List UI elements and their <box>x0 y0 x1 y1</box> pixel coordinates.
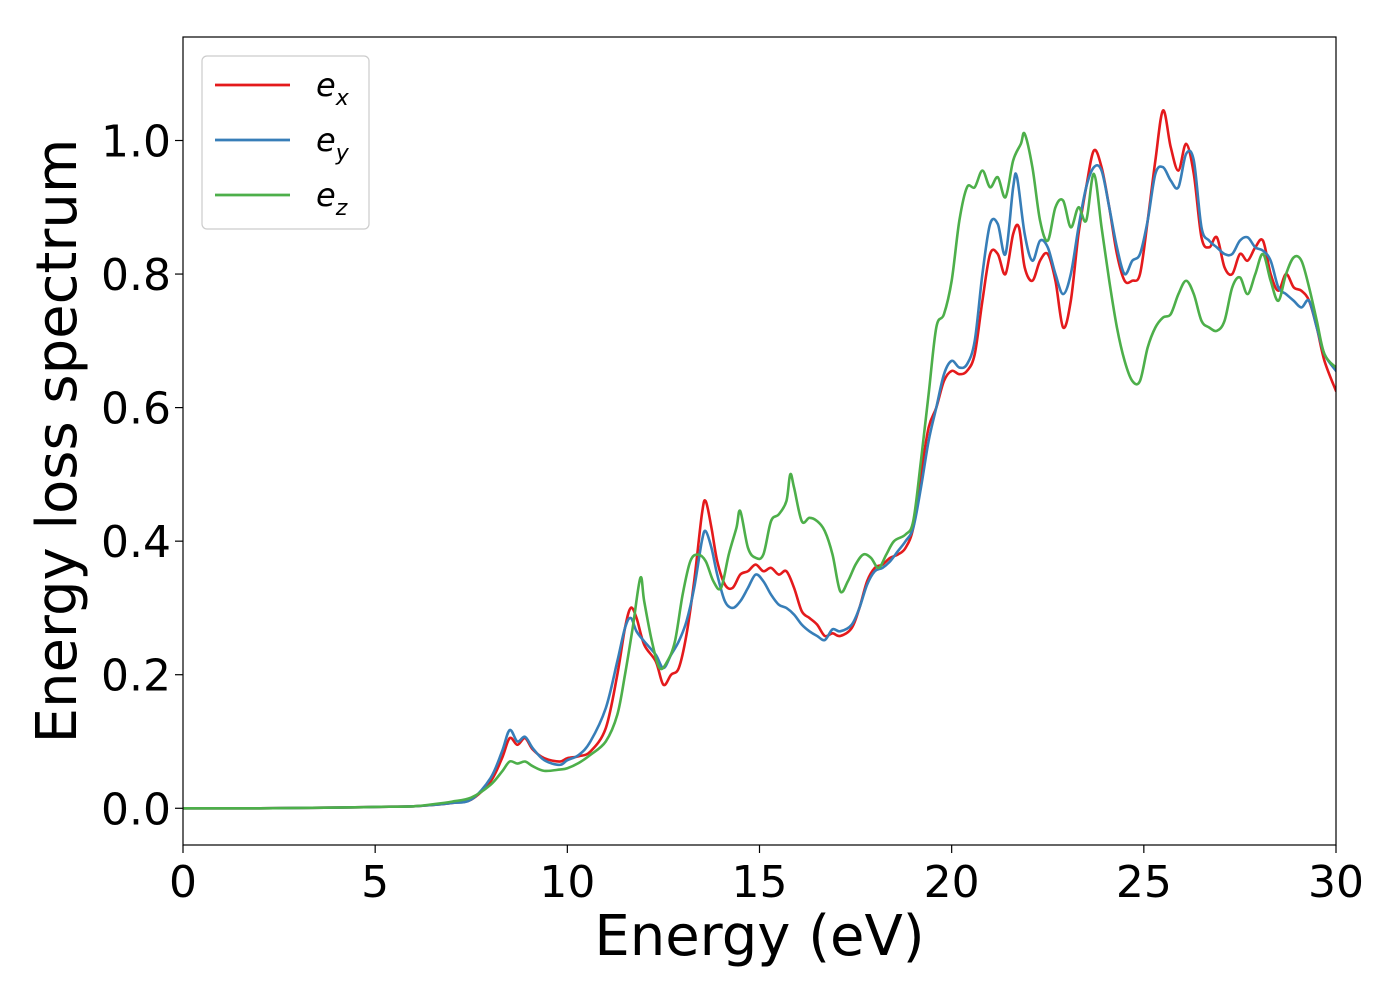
x-axis-label: Energy (eV) <box>594 904 924 969</box>
y-axis: 0.0 0.2 0.4 0.6 0.8 1.0 <box>101 117 183 835</box>
x-axis: 0 5 10 15 20 25 30 <box>169 845 1364 908</box>
y-tick-label: 0.4 <box>101 517 171 568</box>
series-line-e-z <box>183 131 1336 810</box>
series-line-e-x <box>183 109 1336 810</box>
series-line-e-y <box>183 149 1336 810</box>
x-tick-label: 5 <box>361 857 389 908</box>
x-tick-label: 30 <box>1308 857 1364 908</box>
x-tick-label: 0 <box>169 857 197 908</box>
x-tick-label: 15 <box>732 857 788 908</box>
x-tick-label: 25 <box>1116 857 1172 908</box>
y-tick-label: 1.0 <box>101 117 171 168</box>
plot-area <box>183 109 1336 810</box>
y-tick-label: 0.0 <box>101 784 171 835</box>
x-tick-label: 20 <box>924 857 980 908</box>
legend-box <box>201 55 370 230</box>
y-tick-label: 0.2 <box>101 651 171 702</box>
x-tick-label: 10 <box>539 857 595 908</box>
y-tick-label: 0.6 <box>101 384 171 435</box>
y-tick-label: 0.8 <box>101 250 171 301</box>
y-axis-label: Energy loss spectrum <box>25 139 90 744</box>
